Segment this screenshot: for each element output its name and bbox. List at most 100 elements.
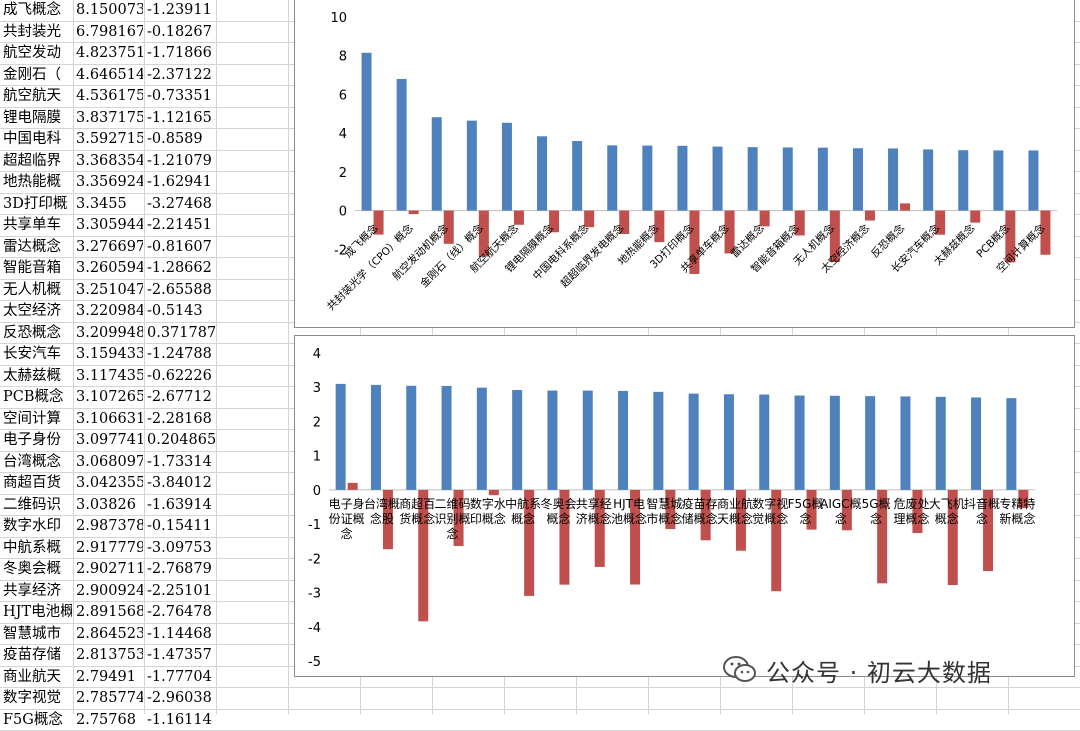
sheet-cell-value2[interactable]: -1.24788	[147, 344, 215, 365]
sheet-cell-value1[interactable]: 3.209948	[76, 323, 143, 344]
sheet-cell-value2[interactable]: -1.47357	[147, 645, 215, 666]
sheet-cell-name[interactable]: 共享经济	[3, 581, 72, 602]
sheet-cell-value2[interactable]: -0.73351	[147, 86, 215, 107]
sheet-cell-value1[interactable]: 3.3455	[76, 194, 143, 215]
sheet-cell-name[interactable]: 商超百货	[3, 473, 72, 494]
sheet-cell-value2[interactable]: -2.25101	[147, 581, 215, 602]
sheet-cell-value2[interactable]: -0.81607	[147, 237, 215, 258]
sheet-cell-value2[interactable]: -1.62941	[147, 172, 215, 193]
sheet-cell-name[interactable]: 航空航天	[3, 86, 72, 107]
sheet-cell-value1[interactable]: 3.159433	[76, 344, 143, 365]
sheet-cell-value2[interactable]: -1.28662	[147, 258, 215, 279]
sheet-cell-value1[interactable]: 3.260594	[76, 258, 143, 279]
sheet-cell-name[interactable]: 中国电科	[3, 129, 72, 150]
sheet-cell-value1[interactable]: 3.837175	[76, 108, 143, 129]
sheet-cell-name[interactable]: 长安汽车	[3, 344, 72, 365]
sheet-cell-value2[interactable]: -1.77704	[147, 667, 215, 688]
sheet-cell-value2[interactable]: -0.62226	[147, 366, 215, 387]
sheet-cell-value2[interactable]: -0.8589	[147, 129, 215, 150]
sheet-cell-name[interactable]: 锂电隔膜	[3, 108, 72, 129]
sheet-cell-value1[interactable]: 2.917779	[76, 538, 143, 559]
sheet-cell-value2[interactable]: -2.65588	[147, 280, 215, 301]
sheet-cell-value1[interactable]: 4.823751	[76, 43, 143, 64]
sheet-cell-name[interactable]: PCB概念	[3, 387, 72, 408]
sheet-cell-value2[interactable]: -0.15411	[147, 516, 215, 537]
sheet-cell-value1[interactable]: 2.987378	[76, 516, 143, 537]
sheet-cell-value1[interactable]: 4.646514	[76, 65, 143, 86]
sheet-cell-name[interactable]: 太赫兹概	[3, 366, 72, 387]
sheet-cell-value2[interactable]: -1.71866	[147, 43, 215, 64]
sheet-cell-value1[interactable]: 3.368354	[76, 151, 143, 172]
sheet-cell-name[interactable]: 二维码识	[3, 495, 72, 516]
sheet-cell-value1[interactable]: 3.068097	[76, 452, 143, 473]
sheet-cell-name[interactable]: 金刚石（	[3, 65, 72, 86]
sheet-cell-name[interactable]: 中航系概	[3, 538, 72, 559]
sheet-cell-value2[interactable]: -1.14468	[147, 624, 215, 645]
sheet-cell-name[interactable]: 无人机概	[3, 280, 72, 301]
sheet-cell-value1[interactable]: 2.902711	[76, 559, 143, 580]
sheet-cell-name[interactable]: 电子身份	[3, 430, 72, 451]
sheet-cell-name[interactable]: 地热能概	[3, 172, 72, 193]
sheet-cell-value1[interactable]: 3.276697	[76, 237, 143, 258]
sheet-cell-value1[interactable]: 3.305944	[76, 215, 143, 236]
sheet-cell-value2[interactable]: -3.84012	[147, 473, 215, 494]
sheet-cell-value1[interactable]: 2.900924	[76, 581, 143, 602]
sheet-cell-name[interactable]: 台湾概念	[3, 452, 72, 473]
sheet-cell-value2[interactable]: -2.37122	[147, 65, 215, 86]
sheet-cell-value1[interactable]: 3.220984	[76, 301, 143, 322]
sheet-cell-name[interactable]: 超超临界	[3, 151, 72, 172]
sheet-cell-name[interactable]: 航空发动	[3, 43, 72, 64]
sheet-cell-name[interactable]: 商业航天	[3, 667, 72, 688]
sheet-cell-value1[interactable]: 3.107265	[76, 387, 143, 408]
sheet-cell-value2[interactable]: -2.76478	[147, 602, 215, 623]
sheet-cell-name[interactable]: 冬奥会概	[3, 559, 72, 580]
sheet-cell-value1[interactable]: 3.251047	[76, 280, 143, 301]
sheet-cell-value1[interactable]: 3.042355	[76, 473, 143, 494]
sheet-cell-name[interactable]: 反恐概念	[3, 323, 72, 344]
sheet-cell-value2[interactable]: -1.23911	[147, 0, 215, 21]
sheet-cell-name[interactable]: 太空经济	[3, 301, 72, 322]
sheet-cell-name[interactable]: 智慧城市	[3, 624, 72, 645]
sheet-cell-value1[interactable]: 2.813753	[76, 645, 143, 666]
sheet-cell-value2[interactable]: -2.28168	[147, 409, 215, 430]
sheet-cell-value1[interactable]: 3.097741	[76, 430, 143, 451]
sheet-cell-value1[interactable]: 3.592715	[76, 129, 143, 150]
sheet-cell-value2[interactable]: 0.204865	[147, 430, 215, 451]
sheet-cell-value2[interactable]: -2.76879	[147, 559, 215, 580]
sheet-cell-value2[interactable]: -1.21079	[147, 151, 215, 172]
sheet-cell-value1[interactable]: 2.864523	[76, 624, 143, 645]
sheet-cell-value1[interactable]: 3.106631	[76, 409, 143, 430]
sheet-cell-value1[interactable]: 2.79491	[76, 667, 143, 688]
sheet-cell-name[interactable]: 成飞概念	[3, 0, 72, 21]
sheet-cell-value2[interactable]: -3.09753	[147, 538, 215, 559]
sheet-cell-name[interactable]: F5G概念	[3, 710, 72, 731]
sheet-cell-value1[interactable]: 3.03826	[76, 495, 143, 516]
sheet-cell-value2[interactable]: 0.371787	[147, 323, 215, 344]
sheet-cell-value2[interactable]: -0.5143	[147, 301, 215, 322]
sheet-cell-value1[interactable]: 2.785774	[76, 688, 143, 709]
sheet-cell-value2[interactable]: -3.27468	[147, 194, 215, 215]
sheet-cell-value1[interactable]: 4.536175	[76, 86, 143, 107]
sheet-cell-value2[interactable]: -1.12165	[147, 108, 215, 129]
sheet-cell-name[interactable]: 空间计算	[3, 409, 72, 430]
sheet-cell-name[interactable]: HJT电池概	[3, 602, 72, 623]
sheet-cell-value2[interactable]: -2.96038	[147, 688, 215, 709]
sheet-cell-value2[interactable]: -0.18267	[147, 22, 215, 43]
sheet-cell-name[interactable]: 数字视觉	[3, 688, 72, 709]
sheet-cell-value1[interactable]: 6.798167	[76, 22, 143, 43]
sheet-cell-value1[interactable]: 3.117435	[76, 366, 143, 387]
sheet-cell-name[interactable]: 智能音箱	[3, 258, 72, 279]
sheet-cell-value2[interactable]: -1.73314	[147, 452, 215, 473]
sheet-cell-value2[interactable]: -2.21451	[147, 215, 215, 236]
sheet-cell-name[interactable]: 共享单车	[3, 215, 72, 236]
sheet-cell-value2[interactable]: -1.16114	[147, 710, 215, 731]
sheet-cell-name[interactable]: 共封装光	[3, 22, 72, 43]
sheet-cell-name[interactable]: 疫苗存储	[3, 645, 72, 666]
sheet-cell-value2[interactable]: -2.67712	[147, 387, 215, 408]
sheet-cell-name[interactable]: 数字水印	[3, 516, 72, 537]
sheet-cell-value1[interactable]: 2.891568	[76, 602, 143, 623]
sheet-cell-name[interactable]: 3D打印概	[3, 194, 72, 215]
sheet-cell-value2[interactable]: -1.63914	[147, 495, 215, 516]
